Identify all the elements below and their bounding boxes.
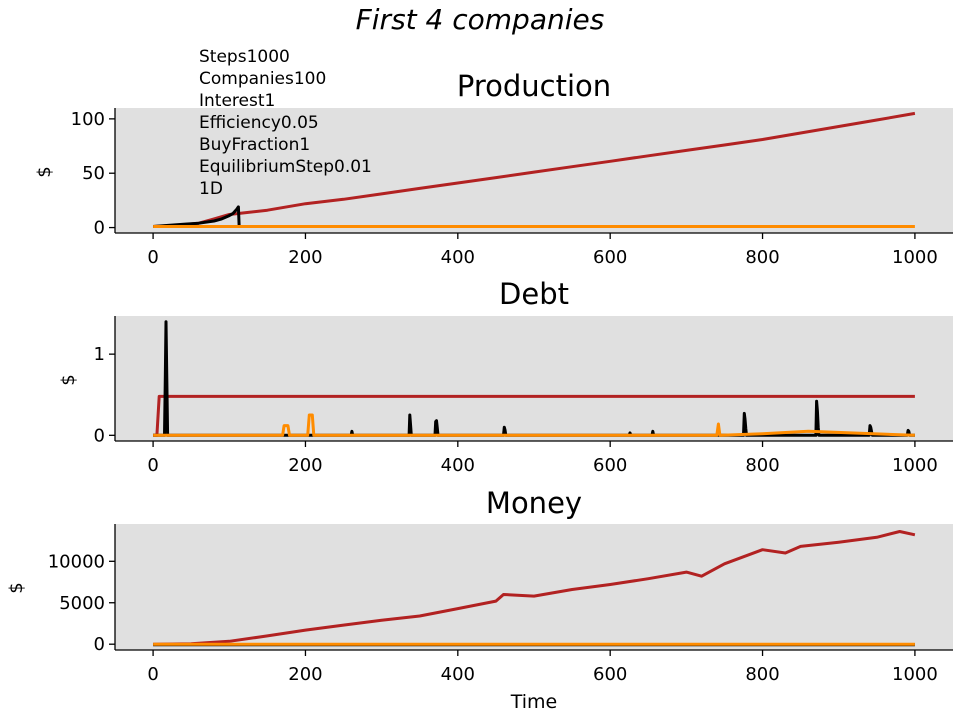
figure-suptitle: First 4 companies: [356, 3, 605, 36]
production-xtick-label: 400: [441, 247, 475, 268]
debt-xtick-label: 800: [745, 455, 779, 476]
debt-title: Debt: [499, 277, 569, 311]
production-xtick-label: 0: [147, 247, 158, 268]
annotation-line: Interest1: [199, 91, 275, 111]
money-xtick-label: 600: [593, 664, 627, 685]
money-series: [153, 530, 916, 647]
debt-xtick-label: 1000: [892, 455, 938, 476]
debt-xtick-label: 400: [441, 455, 475, 476]
debt-ylabel: $: [58, 374, 79, 385]
production-ylabel: $: [34, 166, 55, 177]
production-ytick-label: 50: [82, 163, 105, 184]
money-xlabel: Time: [510, 691, 558, 713]
production-ticks: 0 200 400 600 800 1000 0 50 100: [71, 109, 938, 268]
production-xtick-label: 600: [593, 247, 627, 268]
debt-series: [153, 320, 915, 437]
production-title: Production: [457, 69, 611, 103]
money-title: Money: [486, 486, 582, 520]
money-ytick-label: 5000: [59, 593, 105, 614]
annotation-line: Steps1000: [199, 47, 290, 67]
debt-series-line-2: [153, 413, 915, 437]
money-xtick-label: 200: [288, 664, 322, 685]
money-ytick-label: 0: [94, 634, 105, 655]
production-ytick-label: 100: [71, 109, 105, 130]
money-xtick-label: 800: [745, 664, 779, 685]
debt-xtick-label: 600: [593, 455, 627, 476]
debt-panel: Debt $ 0 200 400 600 800 1000 0 1: [58, 277, 953, 476]
production-series: [152, 111, 916, 228]
money-xtick-label: 0: [147, 664, 158, 685]
production-xtick-label: 200: [288, 247, 322, 268]
money-ytick-label: 10000: [48, 551, 105, 572]
annotation-line: BuyFraction1: [199, 135, 310, 155]
money-series-line-0: [153, 530, 916, 646]
debt-plot-area: [115, 316, 953, 441]
debt-ytick-label: 1: [94, 344, 105, 365]
debt-ticks: 0 200 400 600 800 1000 0 1: [94, 344, 938, 476]
money-xtick-label: 400: [441, 664, 475, 685]
annotation-line: 1D: [199, 179, 223, 199]
annotation-line: EquilibriumStep0.01: [199, 157, 372, 177]
annotation-line: Companies100: [199, 69, 326, 89]
production-xtick-label: 800: [745, 247, 779, 268]
debt-xtick-label: 0: [147, 455, 158, 476]
production-xtick-label: 1000: [892, 247, 938, 268]
production-ytick-label: 0: [94, 218, 105, 239]
annotation-line: Efficiency0.05: [199, 113, 319, 133]
money-xtick-label: 1000: [892, 664, 938, 685]
parameter-annotation: Steps1000Companies100Interest1Efficiency…: [199, 47, 372, 199]
production-series-line-1: [152, 205, 241, 228]
money-ylabel: $: [6, 582, 27, 593]
debt-ytick-label: 0: [94, 425, 105, 446]
debt-xtick-label: 200: [288, 455, 322, 476]
production-panel: Production $ 0 200 400 600 800 1000 0 50 100: [34, 69, 953, 268]
production-series-line-0: [153, 111, 916, 228]
